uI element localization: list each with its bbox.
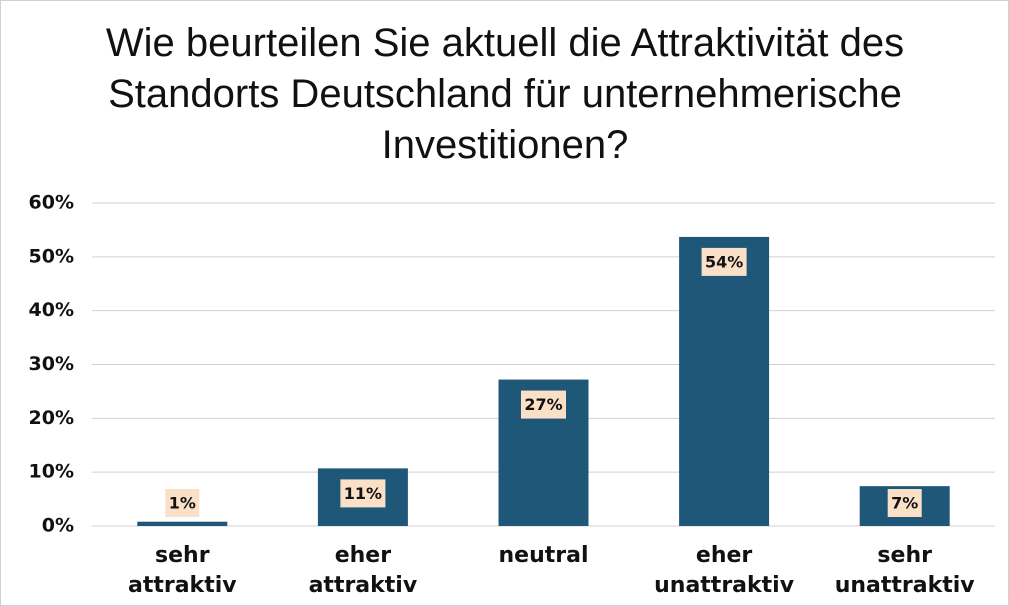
data-label-box [165, 489, 200, 517]
data-label: 27% [524, 395, 562, 414]
y-tick-label: 20% [29, 407, 74, 429]
data-label: 54% [705, 252, 743, 271]
data-label-box [521, 390, 566, 419]
data-label-box [701, 247, 747, 276]
x-tick-label: eher unattraktiv [654, 543, 795, 598]
data-label: 1% [169, 494, 196, 513]
y-tick-label: 10% [29, 461, 74, 483]
data-label-box [340, 479, 386, 508]
y-tick-label: 60% [29, 192, 74, 214]
y-tick-label: 50% [29, 245, 74, 267]
y-tick-label: 30% [29, 353, 74, 375]
bar [137, 521, 228, 526]
data-label-box [887, 489, 922, 517]
x-tick-label: eher attraktiv [308, 543, 418, 598]
chart-title: Wie beurteilen Sie aktuell die Attraktiv… [105, 21, 905, 167]
bar [679, 236, 770, 527]
x-tick-label: sehr attraktiv [127, 543, 237, 598]
y-tick-label: 40% [29, 299, 74, 321]
data-label: 7% [891, 494, 918, 513]
x-tick-label: sehr unattraktiv [834, 543, 975, 598]
y-tick-label: 0% [42, 515, 74, 537]
x-tick-label: neutral [498, 543, 589, 568]
data-label: 11% [344, 484, 382, 503]
